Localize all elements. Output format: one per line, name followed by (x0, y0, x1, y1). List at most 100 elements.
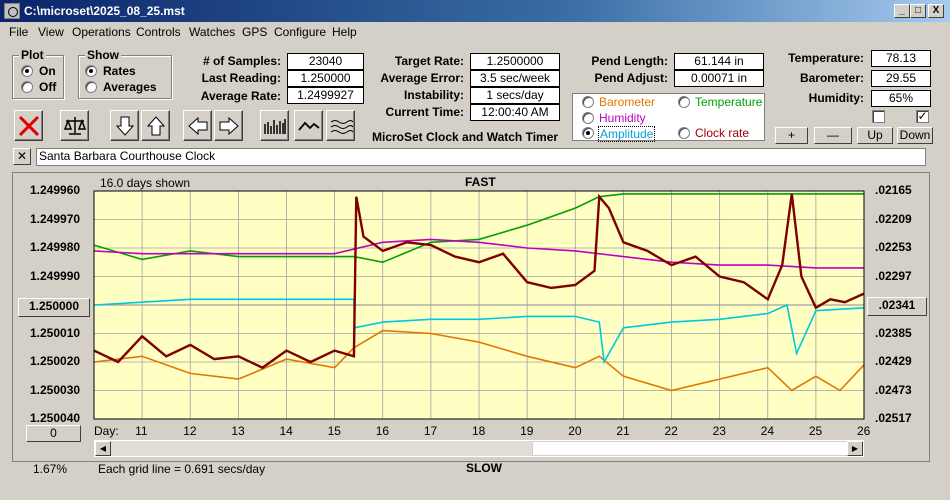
humidity-label: Humidity: (808, 91, 864, 105)
show-rates-radio[interactable] (85, 65, 97, 77)
stop-button[interactable] (14, 110, 43, 141)
amplitude-radio[interactable] (582, 127, 594, 139)
arrow-right-button[interactable] (214, 110, 243, 141)
close-button[interactable]: X (928, 4, 944, 18)
clear-clock-button[interactable]: ✕ (13, 148, 31, 165)
y-left-tick-label: 1.250010 (30, 325, 81, 340)
bars-view-button[interactable] (260, 110, 289, 141)
menu-view[interactable]: View (38, 25, 64, 39)
menu-file[interactable]: File (9, 25, 29, 39)
line-view-button[interactable] (294, 110, 323, 141)
menu-bar: File View Operations Controls Watches GP… (0, 22, 950, 42)
y-left-tick-label: 1.250040 (30, 411, 81, 425)
show-group-label: Show (85, 48, 121, 62)
instability-label: Instability: (403, 88, 464, 102)
sensor-selector (572, 93, 765, 141)
x-tick-label: 20 (568, 424, 582, 438)
y-left-tick-label: 1.249960 (30, 183, 81, 197)
x-tick-label: 16 (375, 424, 390, 438)
y-right-tick-label: .02517 (875, 411, 912, 425)
plot-on-radio[interactable] (21, 65, 33, 77)
show-group: Show (78, 48, 172, 99)
wave-lines-icon (330, 120, 353, 134)
x-tick-label: 11 (135, 424, 148, 438)
plot-group: Plot (12, 48, 64, 99)
plot-off-label: Off (39, 80, 57, 94)
menu-operations[interactable]: Operations (72, 25, 131, 39)
x-axis-label: Day: (94, 424, 119, 438)
slow-label: SLOW (466, 461, 502, 475)
humidity-field: 65% (871, 90, 931, 107)
scroll-right-arrow[interactable]: ▶ (847, 441, 863, 456)
scroll-thumb[interactable] (532, 441, 848, 456)
chart-area (12, 172, 930, 462)
y-right-tick-label: .02473 (875, 382, 912, 397)
down-button[interactable]: Down (897, 127, 933, 144)
center-value-button[interactable]: 1.250000 (18, 298, 90, 317)
option-checkbox-2[interactable]: ✓ (916, 109, 929, 123)
pend-length-label: Pend Length: (591, 54, 668, 68)
clock-rate-radio[interactable] (678, 127, 690, 139)
minimize-button[interactable]: _ (894, 4, 910, 18)
show-rates-label: Rates (103, 64, 136, 78)
amplitude-series (93, 298, 865, 365)
y-left-tick-label: 1.250020 (30, 354, 81, 368)
y-right-tick-label: .02165 (875, 183, 912, 197)
show-averages-radio[interactable] (85, 81, 97, 93)
arrow-down-button[interactable] (110, 110, 139, 141)
clock-rate-option-label: Clock rate (695, 126, 750, 140)
target-rate-label: Target Rate: (394, 54, 464, 68)
menu-gps[interactable]: GPS (242, 25, 268, 39)
barometer-option-label: Barometer (599, 95, 656, 109)
menu-help[interactable]: Help (332, 25, 357, 39)
maximize-button[interactable]: □ (910, 4, 926, 18)
y-left-tick-label: 1.249990 (30, 268, 81, 283)
series-lines (93, 193, 865, 392)
menu-controls[interactable]: Controls (136, 25, 181, 39)
bar-graph-icon (264, 119, 286, 134)
pend-adjust-label: Pend Adjust: (594, 71, 668, 85)
y-right-tick-label: .02297 (875, 268, 912, 283)
horizontal-scrollbar[interactable]: ◀ ▶ (94, 440, 864, 457)
temperature-radio[interactable] (678, 96, 690, 108)
menu-watches[interactable]: Watches (189, 25, 236, 39)
y-left-tick-label: 1.250030 (30, 382, 81, 397)
humidity-series (93, 238, 864, 269)
arrow-left-button[interactable] (183, 110, 212, 141)
x-tick-label: 22 (664, 424, 678, 438)
humidity-radio[interactable] (582, 112, 594, 124)
plot-off-radio[interactable] (21, 81, 33, 93)
up-button[interactable]: Up (857, 127, 893, 144)
samples-field: 23040 (287, 53, 364, 70)
minus-button[interactable]: — (814, 127, 852, 144)
plot-frame (93, 190, 865, 420)
menu-configure[interactable]: Configure (274, 25, 327, 39)
x-tick-label: 19 (520, 424, 534, 438)
barometer-field: 29.55 (871, 70, 931, 87)
balance-button[interactable] (60, 110, 89, 141)
average-rate-field: 1.2499927 (287, 87, 364, 104)
plot-group-label: Plot (19, 48, 46, 62)
scroll-left-arrow[interactable]: ◀ (95, 441, 111, 456)
x-tick-label: 24 (760, 424, 775, 438)
option-checkbox-1[interactable] (872, 110, 885, 123)
clock-name-field[interactable]: Santa Barbara Courthouse Clock (36, 148, 926, 166)
arrow-up-button[interactable] (141, 110, 170, 141)
amplitude-value-button[interactable]: .02341 (867, 297, 927, 316)
barometer-radio[interactable] (582, 96, 594, 108)
window-title: C:\microset\2025_08_25.mst (24, 4, 185, 18)
x-tick-label: 21 (616, 424, 630, 438)
current-time-field: 12:00:40 AM (470, 104, 560, 121)
plot-on-label: On (39, 64, 56, 78)
amplitude-option-label: Amplitude (598, 126, 656, 142)
show-averages-label: Averages (103, 80, 157, 94)
plus-button[interactable]: + (775, 127, 808, 144)
wave-view-button[interactable] (326, 110, 355, 141)
offset-button[interactable]: 0 (26, 425, 81, 442)
temperature-option-label: Temperature (695, 95, 763, 109)
zoom-label: 1.67% (33, 462, 68, 476)
humidity-option-label: Humidity (599, 111, 646, 125)
y-right-tick-label: .02385 (875, 325, 912, 340)
title-bar: C:\microset\2025_08_25.mst _ □ X (0, 0, 950, 22)
